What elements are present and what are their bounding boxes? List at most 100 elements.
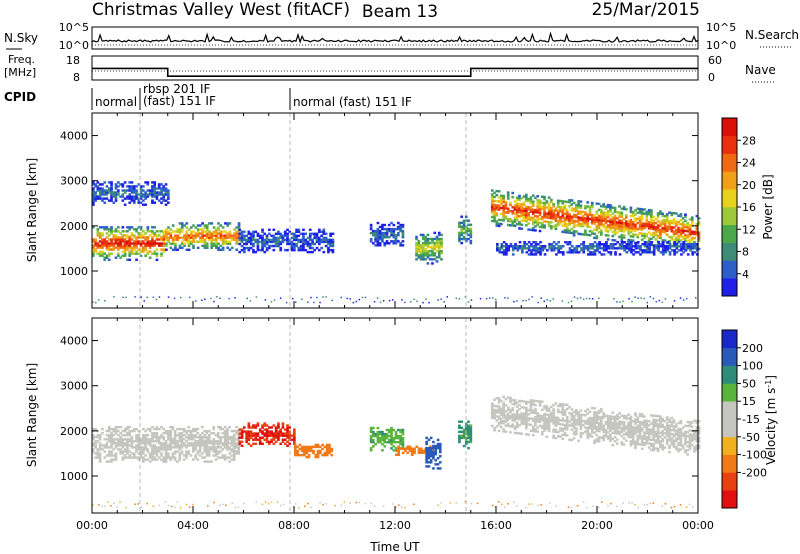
heat-cell [226, 456, 229, 459]
heat-cell [185, 440, 188, 443]
heat-cell [602, 416, 605, 419]
heat-cell [556, 199, 560, 203]
heat-cell [235, 240, 239, 243]
heat-cell [230, 440, 234, 443]
heat-cell [230, 458, 234, 461]
heat-cell [167, 240, 170, 243]
heat-cell [636, 418, 640, 422]
heat-cell [531, 222, 535, 226]
heat-cell [527, 417, 530, 420]
heat-cell [392, 503, 394, 505]
heat-cell [460, 241, 464, 245]
heat-cell [590, 205, 594, 209]
heat-cell [636, 443, 640, 446]
heat-cell [135, 236, 138, 239]
heat-cell [643, 503, 645, 506]
heat-cell [96, 197, 100, 200]
heat-cell [126, 442, 129, 445]
heat-cell [493, 195, 496, 199]
heat-cell [144, 232, 147, 235]
heat-cell [304, 505, 306, 508]
heat-cell [155, 187, 159, 190]
heat-cell [162, 197, 166, 200]
heat-cell [144, 436, 147, 439]
heat-cell [568, 438, 571, 441]
heat-cell [194, 454, 197, 457]
heat-cell [245, 440, 248, 444]
heat-cell [602, 253, 606, 256]
heat-cell [98, 189, 102, 192]
heat-cell [668, 451, 671, 454]
heat-cell [467, 223, 470, 227]
velocity-cb-block-9 [722, 330, 737, 349]
heat-cell [139, 232, 143, 235]
heat-cell [554, 227, 558, 231]
heat-cell [217, 436, 220, 439]
heat-cell [112, 244, 116, 247]
heat-cell [258, 428, 262, 431]
heat-cell [204, 298, 206, 300]
heat-cell [178, 438, 182, 441]
heat-cell [151, 187, 154, 190]
heat-cell [162, 442, 166, 445]
heat-cell [122, 296, 124, 299]
heat-cell [92, 248, 95, 251]
heat-cell [94, 444, 97, 447]
heat-cell [686, 234, 690, 237]
heat-cell [600, 418, 603, 421]
heat-cell [567, 301, 570, 304]
heat-cell [245, 246, 248, 250]
heat-cell [425, 453, 428, 456]
heat-cell [509, 398, 512, 402]
heat-cell [458, 298, 461, 300]
heat-cell [622, 205, 626, 209]
heat-cell [638, 425, 642, 428]
heat-cell [620, 219, 624, 223]
heat-cell [648, 251, 651, 254]
heat-cell [568, 406, 571, 409]
heat-cell [142, 234, 145, 237]
heat-cell [529, 210, 533, 213]
heat-cell [493, 404, 496, 408]
heat-cell [561, 214, 565, 217]
heat-cell [543, 195, 546, 199]
heat-cell [101, 187, 104, 190]
heat-cell [520, 422, 524, 425]
heat-cell [531, 216, 535, 220]
heat-cell [318, 238, 321, 242]
heat-cell [107, 199, 111, 202]
freq-line [92, 67, 698, 78]
heat-cell [135, 228, 138, 231]
heat-cell [584, 207, 587, 210]
heat-cell [545, 212, 549, 215]
heat-cell [618, 229, 621, 233]
heat-cell [92, 193, 95, 196]
heat-cell [652, 420, 655, 424]
heat-cell [668, 432, 671, 436]
heat-cell [501, 503, 503, 506]
heat-cell [495, 204, 499, 207]
heat-cell [606, 220, 610, 223]
heat-cell [210, 236, 214, 239]
heat-cell [385, 441, 389, 444]
heat-cell [290, 248, 294, 252]
heat-cell [263, 232, 267, 236]
heat-cell [157, 456, 161, 459]
heat-cell [513, 220, 517, 224]
heat-cell [185, 232, 189, 235]
heat-cell [661, 245, 665, 248]
heat-cell [155, 248, 159, 251]
heat-cell [394, 434, 398, 438]
heat-cell [609, 208, 612, 211]
heat-cell [219, 297, 221, 299]
heat-cell [547, 216, 551, 220]
heat-cell [677, 433, 680, 437]
heat-cell [160, 425, 163, 429]
heat-cell [290, 232, 294, 236]
heat-cell [105, 197, 109, 200]
heat-cell [313, 236, 317, 240]
heat-cell [237, 429, 241, 433]
heat-cell [104, 300, 106, 302]
heat-cell [590, 406, 594, 410]
heat-cell [525, 400, 528, 404]
